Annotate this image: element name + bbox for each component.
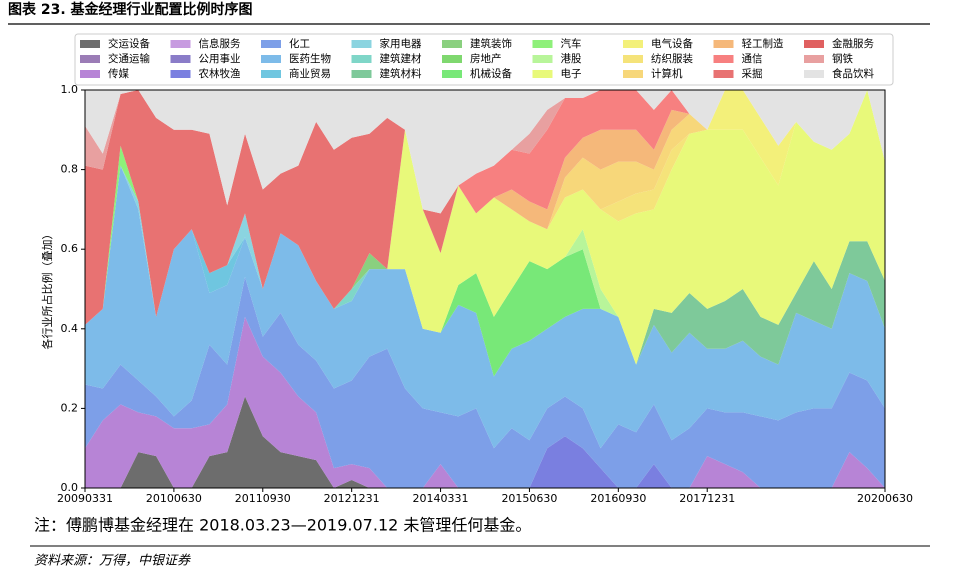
y-tick-label: 0.6	[61, 242, 79, 255]
legend-swatch	[532, 55, 553, 63]
x-tick-label: 20200630	[857, 492, 913, 505]
legend-label: 港股	[561, 53, 582, 65]
area	[85, 165, 885, 377]
area	[85, 90, 885, 325]
legend-label: 钢铁	[832, 52, 853, 65]
legend-label: 交通运输	[108, 52, 150, 65]
legend-swatch	[532, 40, 553, 48]
legend-swatch	[442, 40, 462, 48]
legend-swatch	[623, 55, 643, 63]
legend-swatch	[623, 40, 643, 48]
x-tick-label: 20140331	[413, 492, 469, 505]
legend-label: 纺织服装	[651, 52, 693, 65]
legend-swatch	[804, 70, 824, 78]
legend-swatch	[261, 55, 281, 63]
legend-swatch	[623, 70, 643, 78]
legend-swatch	[170, 55, 191, 63]
area	[85, 277, 885, 488]
legend-swatch	[80, 40, 100, 48]
legend-swatch	[170, 40, 191, 48]
area	[85, 316, 885, 488]
y-tick-label: 1.0	[61, 83, 79, 96]
legend-label: 农林牧渔	[199, 67, 241, 80]
x-tick-label: 20150630	[501, 492, 557, 505]
legend-swatch	[804, 40, 824, 48]
legend-label: 电子	[561, 67, 582, 80]
legend-swatch	[442, 70, 462, 78]
note: 注：傅鹏博基金经理在 2018.03.23—2019.07.12 未管理任何基金…	[34, 516, 531, 535]
legend-swatch	[442, 55, 462, 63]
legend-label: 建筑装饰	[470, 37, 512, 50]
legend-label: 建筑材料	[380, 67, 422, 80]
area	[85, 90, 885, 214]
legend-label: 轻工制造	[742, 37, 784, 50]
plot-frame	[84, 89, 886, 489]
plot-areas	[85, 90, 885, 488]
legend-label: 食品饮料	[832, 67, 874, 80]
legend-swatch	[80, 55, 100, 63]
legend-label: 家用电器	[380, 37, 422, 50]
legend-swatch	[80, 70, 100, 78]
legend-label: 交运设备	[108, 37, 150, 50]
legend-swatch	[351, 70, 372, 78]
legend-swatch	[170, 70, 191, 78]
legend-label: 商业贸易	[289, 67, 331, 80]
figure-title: 图表 23. 基金经理行业配置比例时序图	[8, 1, 253, 18]
legend-label: 公用事业	[199, 52, 241, 65]
legend-swatch	[351, 40, 372, 48]
legend-label: 建筑建材	[380, 52, 422, 65]
x-tick-label: 20100630	[146, 492, 202, 505]
legend-swatch	[713, 55, 734, 63]
x-tick-label: 20121231	[324, 492, 380, 505]
legend-label: 机械设备	[470, 67, 512, 80]
legend-swatch	[261, 70, 281, 78]
legend-swatch	[261, 40, 281, 48]
legend-swatch	[532, 70, 553, 78]
legend-label: 通信	[742, 53, 763, 65]
area	[85, 90, 885, 365]
y-axis-label: 各行业所占比例（叠加）	[40, 229, 54, 350]
y-tick-label: 0.8	[61, 163, 79, 176]
legend-label: 汽车	[561, 37, 582, 50]
legend-label: 计算机	[651, 67, 683, 80]
y-tick-label: 0.4	[61, 322, 79, 335]
legend-label: 化工	[289, 37, 310, 50]
x-tick-label: 20110930	[235, 492, 291, 505]
area	[85, 165, 885, 377]
source: 资料来源：万得，中银证券	[34, 554, 191, 569]
x-tick-label: 20171231	[679, 492, 735, 505]
area	[85, 165, 885, 449]
y-tick-label: 0.0	[61, 481, 79, 494]
legend-label: 电气设备	[651, 37, 693, 50]
y-tick-label: 0.2	[61, 401, 79, 414]
legend-label: 采掘	[742, 67, 763, 80]
x-tick-label: 20160930	[590, 492, 646, 505]
legend-label: 金融服务	[832, 37, 874, 50]
legend-swatch	[713, 40, 734, 48]
area	[85, 396, 885, 488]
legend-label: 传媒	[108, 67, 129, 80]
legend-swatch	[804, 55, 824, 63]
legend-label: 房地产	[470, 52, 502, 65]
legend-label: 信息服务	[199, 37, 241, 50]
x-tick-label: 20090331	[57, 492, 113, 505]
legend-label: 医药生物	[289, 52, 331, 65]
legend-swatch	[713, 70, 734, 78]
legend-swatch	[351, 55, 372, 63]
